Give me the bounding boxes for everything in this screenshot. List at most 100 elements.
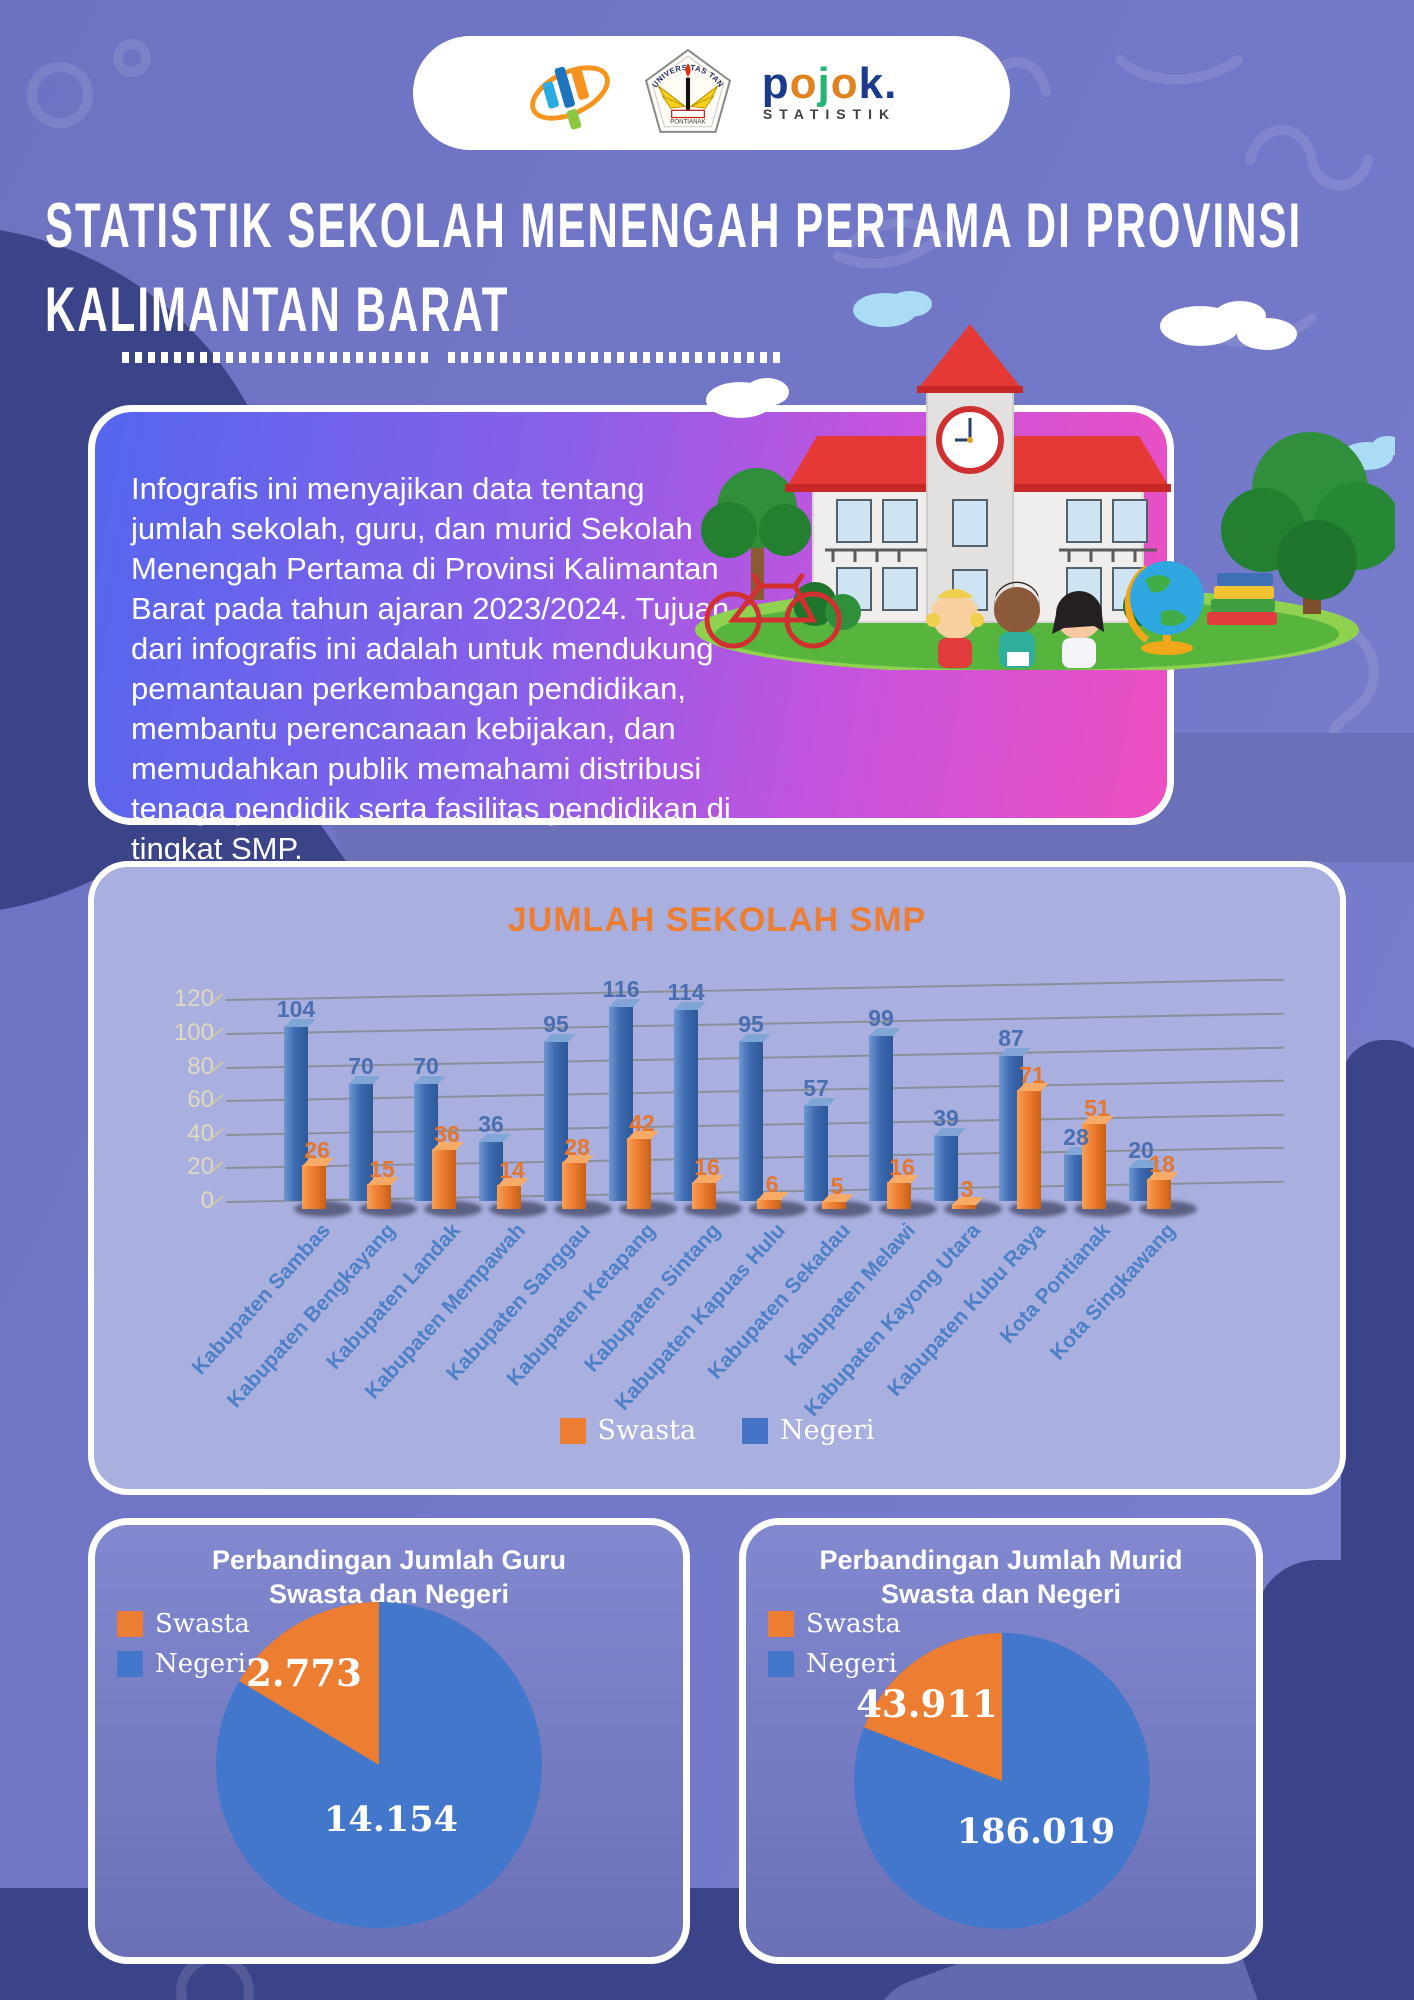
roof-right (971, 436, 1171, 490)
y-axis-tick: 20 (187, 1153, 214, 1181)
bar-swasta-8 (757, 1198, 781, 1209)
value-label-negeri: 87 (998, 1024, 1024, 1051)
value-label-negeri: 39 (933, 1105, 959, 1132)
negeri-legend-label: Negeri (780, 1415, 875, 1446)
swasta-legend-label: Swasta (597, 1415, 697, 1446)
value-label-negeri: 70 (413, 1053, 439, 1080)
school-illustration (695, 291, 1395, 670)
swasta-legend-label: Swasta (155, 1609, 250, 1639)
value-label-negeri: 104 (276, 996, 316, 1023)
student-girl-blonde (926, 589, 984, 668)
bar-swasta-6 (627, 1138, 651, 1209)
pie-chart: 43.911 186.019 (854, 1633, 1150, 1929)
pie-chart: 2.773 14.154 (216, 1602, 542, 1928)
pojok-letter: j (817, 59, 831, 108)
y-axis-tick: 80 (187, 1052, 214, 1080)
y-axis-tick: 60 (187, 1086, 214, 1114)
value-label-negeri: 114 (667, 979, 705, 1006)
value-label-swasta: 18 (1149, 1150, 1175, 1177)
pojok-letter: o (830, 59, 859, 108)
value-label-swasta: 16 (889, 1154, 915, 1181)
bar-swasta-3 (432, 1148, 456, 1209)
bicycle-icon (704, 572, 842, 649)
negeri-legend-swatch (742, 1417, 769, 1444)
value-label-swasta: 36 (434, 1120, 460, 1147)
bar-swasta-10 (887, 1182, 911, 1209)
pojok-letter: p (761, 59, 790, 108)
bar-negeri-11 (934, 1135, 958, 1201)
description-text: Infografis ini menyajikan data tentang j… (131, 471, 731, 866)
value-label-swasta: 6 (765, 1170, 779, 1197)
value-label-negeri: 57 (803, 1075, 829, 1102)
swasta-legend-swatch (559, 1417, 586, 1444)
bar-swasta-4 (497, 1185, 521, 1209)
value-label-negeri: 28 (1063, 1123, 1089, 1150)
value-label-swasta: 42 (629, 1110, 655, 1137)
value-label-negeri: 116 (602, 976, 640, 1003)
bar-swasta-9 (822, 1200, 846, 1209)
pojok-letter: . (884, 59, 898, 108)
value-label-swasta: 3 (960, 1175, 974, 1202)
clock-icon (936, 406, 1004, 474)
untan-wings (657, 85, 718, 109)
bar-chart-title: JUMLAH SEKOLAH SMP (507, 901, 927, 939)
pie-value-swasta: 2.773 (246, 1651, 362, 1695)
legend-item-swasta: Swasta (559, 1415, 697, 1446)
pie-slice-swasta (239, 1602, 379, 1765)
value-label-negeri: 70 (348, 1053, 374, 1080)
y-axis-tick: 120 (173, 985, 214, 1013)
bar-swasta-13 (1082, 1123, 1106, 1209)
bar-chart-plot: 0 20 40 60 80 100 120 104 26 Kabupaten Sambas 70 15… (94, 867, 1340, 1489)
title-divider-dashes (122, 352, 430, 363)
bar-chart-legend: Swasta Negeri (94, 1415, 1340, 1446)
tree-icon (701, 468, 811, 600)
bar-swasta-2 (367, 1183, 391, 1209)
value-label-swasta: 14 (499, 1157, 525, 1184)
logo-capsule: UNIVERSITAS TANJUNGPURA PONTIANAK pojok.… (413, 36, 1010, 150)
books-icon (1207, 573, 1277, 625)
globe-icon (1124, 561, 1204, 655)
bar-negeri-9 (804, 1105, 828, 1201)
negeri-legend-label: Negeri (806, 1649, 897, 1679)
value-label-swasta: 16 (694, 1154, 720, 1181)
value-label-negeri: 20 (1128, 1137, 1154, 1164)
untan-city-text: PONTIANAK (670, 119, 706, 126)
guru-pie-card: Perbandingan Jumlah Guru Swasta dan Nege… (88, 1518, 690, 1964)
murid-pie-card: Perbandingan Jumlah Murid Swasta dan Neg… (739, 1518, 1263, 1964)
negeri-legend-swatch (117, 1651, 143, 1677)
gridline (225, 979, 1284, 1002)
bar-negeri-10 (869, 1034, 893, 1201)
bar-swasta-11 (952, 1203, 976, 1209)
untan-logo-icon: UNIVERSITAS TANJUNGPURA PONTIANAK (642, 47, 731, 133)
pojok-wordmark: pojok. (762, 62, 898, 106)
value-label-swasta: 71 (1019, 1061, 1045, 1088)
pojok-statistik-logo: pojok. STATISTIK (762, 62, 898, 123)
untan-torch (685, 63, 691, 111)
page-title-line1: STATISTIK SEKOLAH MENENGAH PERTAMA DI PR… (45, 190, 1303, 261)
bar-chart-card: JUMLAH SEKOLAH SMP 0 20 40 60 80 100 120 104 26 K… (88, 861, 1346, 1495)
legend-item-negeri: Negeri (742, 1415, 874, 1446)
value-label-negeri: 95 (543, 1011, 569, 1038)
murid-pie-title: Perbandingan Jumlah Murid Swasta dan Neg… (819, 1545, 1183, 1609)
value-label-negeri: 36 (478, 1110, 504, 1137)
bar-negeri-8 (739, 1041, 763, 1201)
bar-swasta-7 (692, 1182, 716, 1209)
student-girl-dark-hair (1052, 591, 1104, 668)
students (926, 581, 1104, 668)
swasta-legend-label: Swasta (806, 1609, 901, 1639)
y-axis-tick: 0 (200, 1187, 214, 1214)
value-label-swasta: 28 (564, 1133, 590, 1160)
guru-pie-legend: Swasta Negeri (117, 1609, 250, 1679)
light-wedge-bottom (870, 1888, 1270, 2000)
guru-pie-title: Perbandingan Jumlah Guru Swasta dan Nege… (211, 1545, 567, 1609)
negeri-legend-label: Negeri (155, 1649, 246, 1679)
y-axis-tick: 100 (173, 1019, 214, 1046)
value-label-negeri: 99 (868, 1004, 894, 1031)
balcony-rails (825, 548, 1157, 562)
student-boy (994, 581, 1040, 668)
pojok-letter: o (789, 59, 818, 108)
value-label-negeri: 95 (738, 1011, 764, 1038)
pie-value-swasta: 43.911 (856, 1682, 998, 1726)
title-divider-dashes (448, 352, 786, 363)
murid-pie-legend: Swasta Negeri (768, 1609, 901, 1679)
